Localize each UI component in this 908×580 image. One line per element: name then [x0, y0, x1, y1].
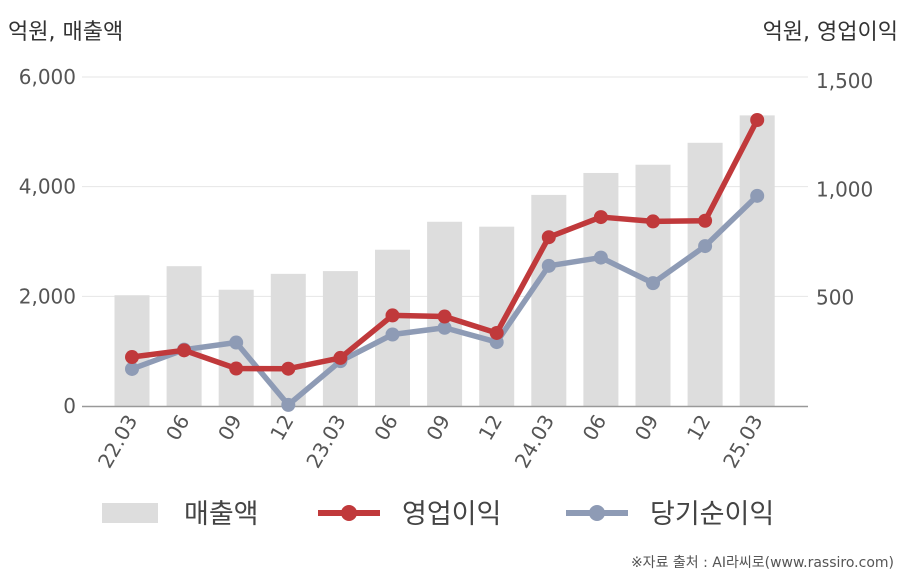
x-tick-label: 24.03: [510, 411, 559, 473]
net-income-point: [281, 397, 296, 412]
revenue-bar: [583, 172, 619, 406]
right-axis-unit: 억원, 영업이익: [762, 20, 898, 45]
x-tick-label: 09: [421, 411, 455, 445]
x-tick-label: 09: [213, 411, 247, 445]
x-tick-label: 23.03: [301, 411, 350, 473]
operating-profit-point: [750, 113, 765, 127]
x-tick-label: 12: [265, 411, 299, 445]
left-tick-label: 0: [63, 394, 76, 418]
left-tick-label: 6,000: [19, 65, 76, 89]
source-credit: ※자료 출처 : AI라씨로(www.rassiro.com): [630, 555, 894, 571]
revenue-bar: [531, 194, 567, 406]
x-tick-label: 06: [369, 411, 403, 445]
net-income-point: [593, 250, 608, 265]
legend-marker-net-income: [589, 505, 605, 521]
revenue-bar: [479, 226, 515, 406]
net-income-point: [125, 361, 139, 376]
left-axis-unit: 억원, 매출액: [8, 20, 124, 45]
legend-label-revenue: 매출액: [184, 499, 259, 530]
net-income-point: [698, 239, 713, 254]
operating-profit-point: [489, 325, 504, 340]
net-income-point: [541, 258, 556, 273]
net-income-point: [750, 188, 765, 203]
right-tick-label: 500: [816, 286, 854, 310]
legend-swatch-revenue: [102, 503, 158, 523]
legend-label-net-income: 당기순이익: [650, 499, 774, 530]
operating-profit-point: [333, 350, 348, 365]
x-tick-label: 22.03: [93, 411, 142, 473]
net-income-point: [385, 327, 400, 342]
operating-profit-point: [177, 343, 192, 358]
right-tick-label: 1,000: [816, 177, 873, 201]
x-tick-label: 06: [578, 411, 612, 445]
x-tick-label: 12: [474, 411, 508, 445]
operating-profit-point: [229, 361, 244, 376]
x-tick-label: 09: [630, 411, 664, 445]
operating-profit-point: [385, 308, 400, 323]
operating-profit-point: [593, 210, 608, 225]
net-income-point: [437, 320, 452, 335]
operating-profit-point: [281, 361, 296, 376]
net-income-point: [229, 335, 244, 350]
x-tick-label: 12: [682, 411, 716, 445]
revenue-bar: [739, 115, 775, 406]
left-tick-label: 4,000: [19, 175, 76, 199]
revenue-bar: [270, 273, 306, 406]
revenue-bar: [687, 142, 723, 407]
left-tick-label: 2,000: [19, 284, 76, 308]
x-tick-label: 25.03: [718, 411, 767, 473]
legend-marker-operating-profit: [341, 505, 357, 521]
x-tick-label: 06: [161, 411, 195, 445]
right-tick-label: 1,500: [816, 69, 873, 93]
revenue-bar: [322, 271, 358, 406]
revenue-bar: [166, 266, 202, 406]
operating-profit-point: [698, 213, 713, 228]
operating-profit-point: [125, 350, 139, 365]
operating-profit-point: [646, 214, 660, 229]
operating-profit-point: [541, 230, 556, 245]
operating-profit-point: [437, 309, 452, 324]
net-income-point: [646, 276, 660, 291]
legend-label-operating-profit: 영업이익: [402, 499, 501, 530]
